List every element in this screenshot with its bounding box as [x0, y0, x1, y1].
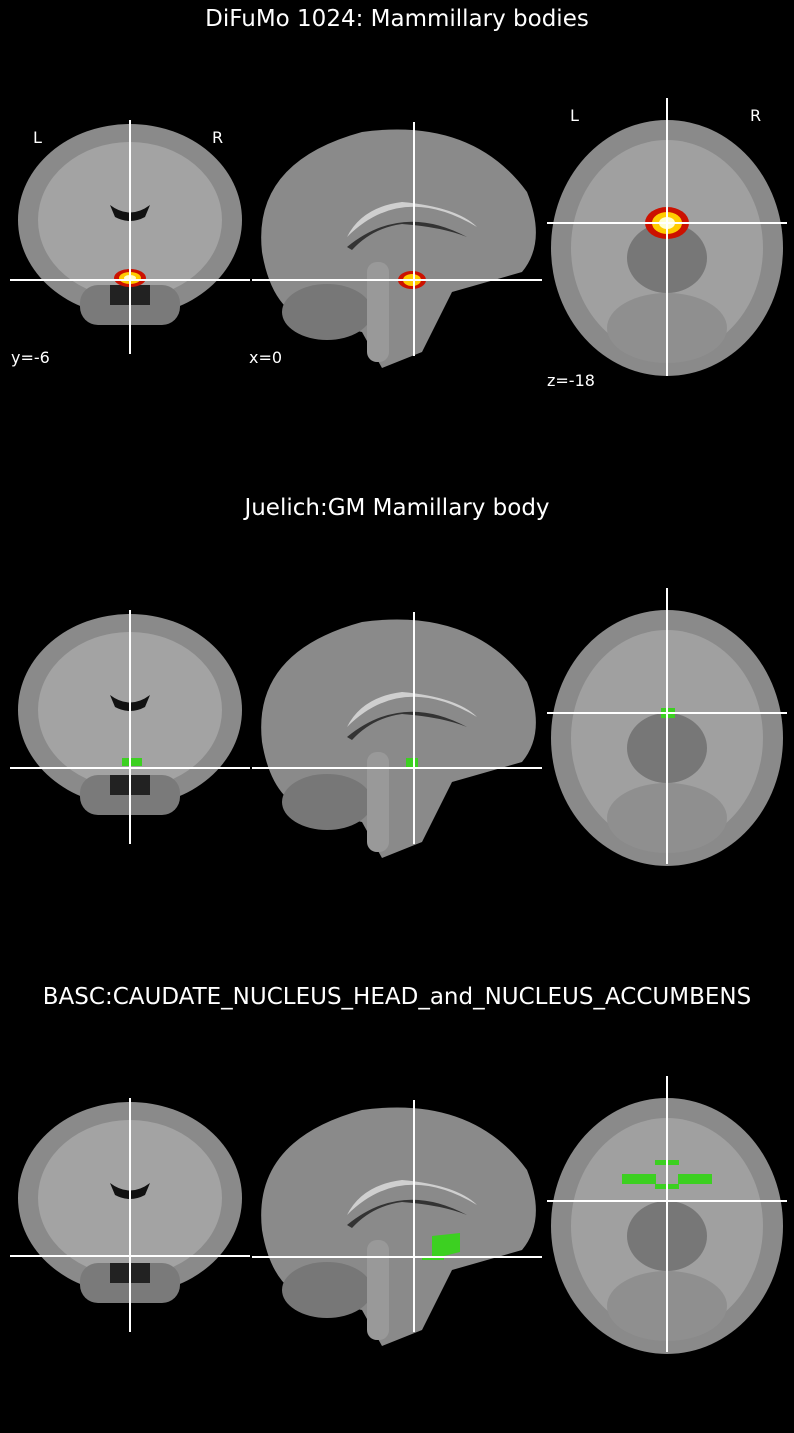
overlay-blob — [678, 1174, 712, 1184]
panel-title: BASC:CAUDATE_NUCLEUS_HEAD_and_NUCLEUS_AC… — [42, 984, 752, 1010]
left-marker: L — [570, 106, 579, 125]
axial-view — [547, 1076, 787, 1356]
overlay-blob — [422, 1233, 460, 1260]
sagittal-view — [252, 1100, 542, 1346]
coordinate-label: y=-6 — [11, 348, 50, 367]
coronal-view — [10, 120, 250, 360]
overlay-blob — [406, 758, 418, 768]
right-marker: R — [212, 128, 224, 147]
coordinate-label: x=0 — [249, 348, 283, 367]
sagittal-view — [252, 122, 542, 368]
axial-view — [547, 588, 787, 868]
coronal-view — [10, 610, 250, 850]
panel-title: DiFuMo 1024: Mammillary bodies — [205, 6, 589, 32]
sagittal-view — [252, 612, 542, 858]
panel-title: Juelich:GM Mamillary body — [244, 495, 550, 521]
axial-view — [547, 98, 787, 378]
overlay-blob — [122, 758, 142, 766]
coordinate-label: z=-18 — [547, 371, 595, 390]
coronal-view — [10, 1098, 250, 1338]
right-marker: R — [750, 106, 762, 125]
overlay-blob — [622, 1174, 656, 1184]
left-marker: L — [33, 128, 42, 147]
